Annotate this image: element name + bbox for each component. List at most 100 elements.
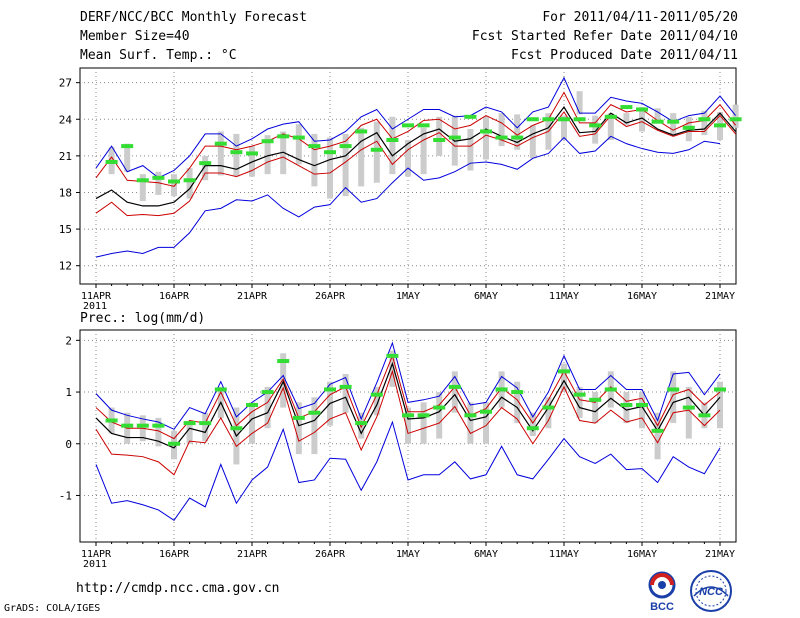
x-tick-label: 21APR [237,549,268,560]
x-tick-label: 1MAY [396,291,420,302]
spread-box [389,116,396,175]
x-tick-label: 16APR [159,549,190,560]
obs-marker [386,353,399,358]
obs-marker [526,426,539,431]
spread-box [623,392,630,424]
spread-box [483,116,489,160]
x-tick-label: 6MAY [474,291,498,302]
bcc-logo: BCC [648,571,676,612]
obs-marker [214,387,227,392]
panel-precipitation: -1 0 1 2 11APR 16APR 21APR 26APR 1MAY 6MAY 11MAY 16… [59,329,737,570]
obs-marker [698,117,711,122]
obs-marker [402,413,414,418]
obs-marker [558,117,570,122]
spread-box [483,402,489,444]
spread-box [498,113,505,147]
spread-box [249,402,255,444]
obs-marker [324,387,336,392]
spread-box [124,143,131,172]
spread-box [373,121,380,183]
obs-marker [480,409,492,414]
spread-box [186,168,193,199]
x-tick-label: 26APR [315,549,346,560]
spread-box [685,386,692,439]
spread-box [327,137,333,199]
spread-box [405,407,411,444]
obs-marker [698,413,711,418]
obs-marker [433,405,446,410]
spread-box [639,392,645,429]
member-size-label: Member Size=40 [80,29,190,44]
spread-box [264,386,271,429]
series-line-upper [95,91,736,187]
series-line-min [95,420,721,521]
obs-marker [417,413,430,418]
obs-marker [495,387,508,392]
obs-marker [292,135,305,140]
source-url[interactable]: http://cmdp.ncc.cma.gov.cn [76,581,280,596]
spread-box [529,125,536,159]
spread-box [654,412,661,460]
obs-marker [542,117,555,122]
spread-box [576,91,583,115]
x-tick-label: 1MAY [396,549,420,560]
obs-marker [589,123,602,128]
obs-marker [667,387,680,392]
obs-marker [386,138,399,142]
year-label: 2011 [83,559,107,570]
spread-box [295,402,302,455]
spread-box [529,412,536,436]
obs-marker [370,147,383,152]
obs-marker [214,141,227,146]
y-tick-label: 1 [65,386,72,399]
obs-marker [729,117,742,122]
spread-box [639,107,645,132]
obs-marker [651,119,664,124]
svg-text:BCC: BCC [650,601,674,612]
spread-box [561,115,567,140]
obs-marker [199,161,212,166]
x-tick-label: 11APR [81,549,112,560]
obs-marker [620,402,633,407]
spread-box [420,127,427,175]
obs-marker [324,150,336,155]
obs-marker [714,387,726,392]
obs-marker [573,117,586,122]
obs-marker [292,415,305,420]
spread-box [358,127,365,187]
obs-marker [667,119,680,124]
spread-box [311,397,318,455]
spread-box [732,104,739,128]
obs-marker [682,125,695,130]
spread-box [420,402,427,444]
obs-marker [121,144,134,149]
series-line-mean [95,105,737,207]
series-line-min [95,135,721,258]
spread-box [592,392,599,424]
spread-box [514,381,521,424]
obs-marker [199,421,212,426]
spread-box [607,113,614,140]
x-tick-label: 16MAY [627,291,657,302]
obs-marker [230,150,243,155]
obs-marker [464,114,477,119]
chart-title: DERF/NCC/BCC Monthly Forecast [80,10,307,25]
y-tick-label: 21 [59,150,72,163]
obs-marker [464,413,477,418]
obs-marker [402,123,414,128]
ncc-logo: NCC [690,570,732,612]
spread-box [561,363,567,393]
spread-box [295,124,302,165]
obs-marker [542,405,555,410]
spread-box [358,412,365,439]
series-line-max [95,76,736,179]
forecast-period-label: For 2011/04/11-2011/05/20 [542,10,738,25]
obs-marker [246,402,258,407]
obs-marker [620,105,633,110]
x-tick-label: 11APR [81,291,112,302]
obs-marker [480,129,492,134]
obs-marker [168,179,180,184]
obs-marker [121,423,134,428]
obs-marker [495,135,508,140]
